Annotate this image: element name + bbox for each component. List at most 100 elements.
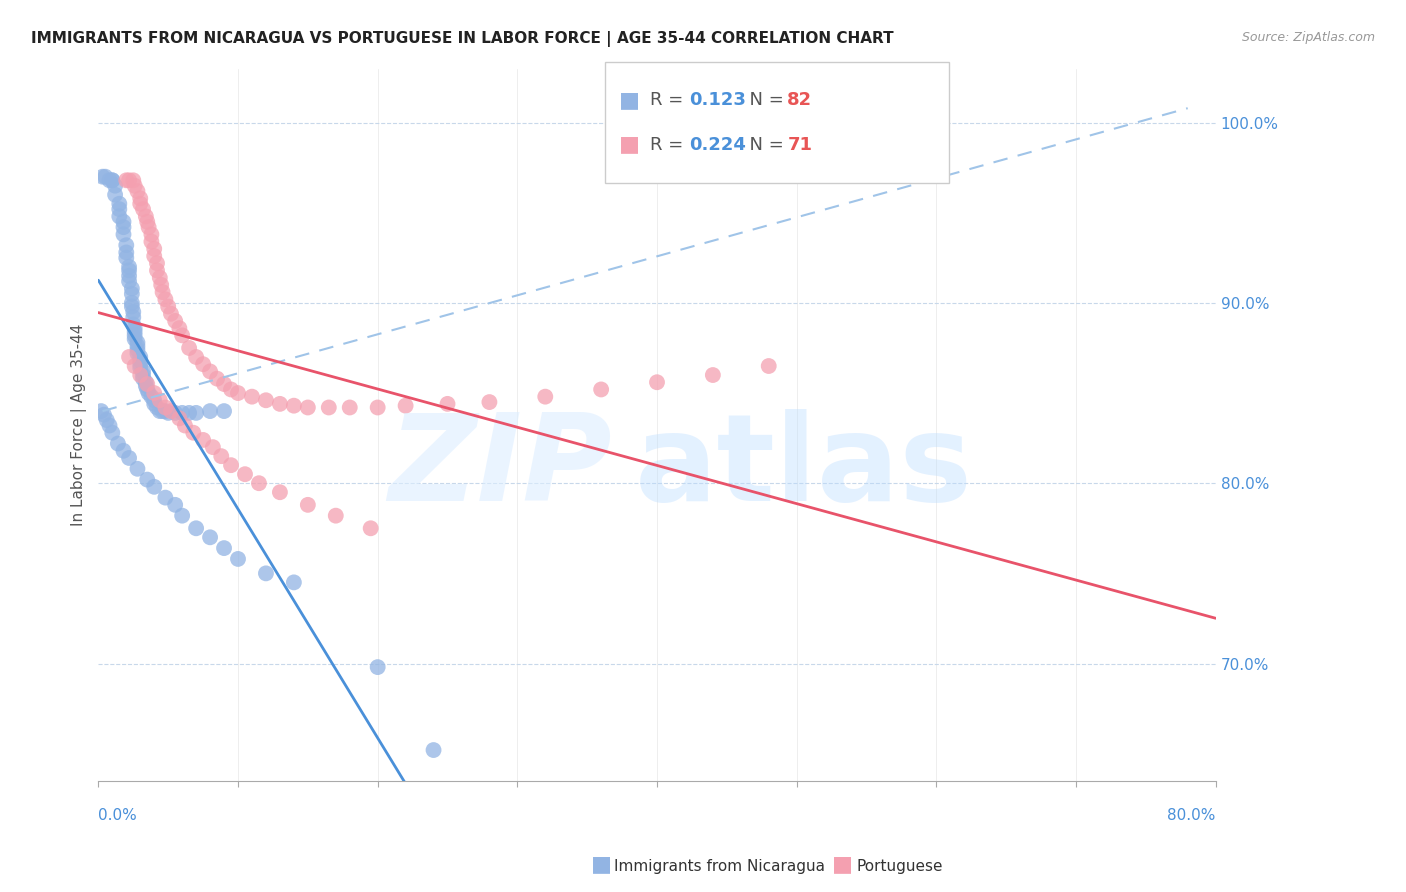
Point xyxy=(91,169,114,184)
Point xyxy=(98,173,121,187)
Point xyxy=(124,332,146,346)
Point xyxy=(118,350,141,364)
Point xyxy=(136,377,159,392)
Point xyxy=(165,498,187,512)
Point xyxy=(339,401,361,415)
Point xyxy=(297,401,319,415)
Point xyxy=(118,173,141,187)
Point xyxy=(136,215,159,229)
Point xyxy=(191,433,214,447)
Text: ■: ■ xyxy=(591,855,612,874)
Point xyxy=(146,263,169,277)
Point xyxy=(367,660,389,674)
Point xyxy=(160,404,183,418)
Point xyxy=(124,325,146,339)
Point xyxy=(226,386,249,401)
Point xyxy=(108,202,131,216)
Text: ■: ■ xyxy=(832,855,853,874)
Point xyxy=(108,210,131,224)
Point xyxy=(534,390,557,404)
Point xyxy=(169,321,191,335)
Point xyxy=(205,371,228,385)
Point xyxy=(201,440,224,454)
Text: 0.123: 0.123 xyxy=(689,91,745,109)
Point xyxy=(121,296,143,310)
Point xyxy=(124,178,146,193)
Point xyxy=(124,328,146,343)
Text: 82: 82 xyxy=(787,91,813,109)
Point xyxy=(115,173,138,187)
Point xyxy=(212,541,235,555)
Point xyxy=(184,406,207,420)
Text: 0.224: 0.224 xyxy=(689,136,745,153)
Point xyxy=(143,386,166,401)
Text: Source: ZipAtlas.com: Source: ZipAtlas.com xyxy=(1241,31,1375,45)
Point xyxy=(198,530,221,544)
Point xyxy=(165,314,187,328)
Point xyxy=(169,411,191,425)
Point xyxy=(129,196,152,211)
Y-axis label: In Labor Force | Age 35-44: In Labor Force | Age 35-44 xyxy=(72,324,87,525)
Point xyxy=(219,383,242,397)
Point xyxy=(436,397,458,411)
Point xyxy=(157,406,180,420)
Point xyxy=(191,357,214,371)
Point xyxy=(184,350,207,364)
Point xyxy=(174,418,197,433)
Point xyxy=(212,377,235,392)
Text: atlas: atlas xyxy=(634,409,973,526)
Point xyxy=(367,401,389,415)
Point xyxy=(179,406,201,420)
Point xyxy=(132,371,155,385)
Point xyxy=(179,341,201,355)
Point xyxy=(198,364,221,378)
Point xyxy=(115,245,138,260)
Point xyxy=(149,393,172,408)
Point xyxy=(118,268,141,283)
Point xyxy=(247,476,270,491)
Point xyxy=(146,401,169,415)
Point xyxy=(132,202,155,216)
Point xyxy=(155,293,177,307)
Point xyxy=(155,404,177,418)
Point xyxy=(124,321,146,335)
Point xyxy=(226,552,249,566)
Point xyxy=(121,286,143,301)
Point xyxy=(135,210,157,224)
Text: 0.0%: 0.0% xyxy=(98,808,138,823)
Text: IMMIGRANTS FROM NICARAGUA VS PORTUGUESE IN LABOR FORCE | AGE 35-44 CORRELATION C: IMMIGRANTS FROM NICARAGUA VS PORTUGUESE … xyxy=(31,31,894,47)
Point xyxy=(127,339,149,353)
Point xyxy=(172,328,194,343)
Text: 80.0%: 80.0% xyxy=(1167,808,1216,823)
Point xyxy=(146,256,169,270)
Point xyxy=(118,260,141,274)
Point xyxy=(165,406,187,420)
Point xyxy=(118,450,141,465)
Point xyxy=(325,508,347,523)
Text: ■: ■ xyxy=(619,90,640,110)
Point xyxy=(135,379,157,393)
Point xyxy=(360,521,382,535)
Point xyxy=(129,350,152,364)
Point xyxy=(112,227,135,242)
Point xyxy=(422,743,444,757)
Point xyxy=(645,376,668,390)
Point xyxy=(160,307,183,321)
Point xyxy=(172,508,194,523)
Point xyxy=(127,346,149,360)
Point xyxy=(143,393,166,408)
Point xyxy=(115,238,138,252)
Point xyxy=(702,368,724,382)
Point xyxy=(141,227,163,242)
Point xyxy=(219,458,242,473)
Point xyxy=(318,401,340,415)
Point xyxy=(129,360,152,375)
Point xyxy=(101,425,124,440)
Point xyxy=(112,443,135,458)
Point xyxy=(127,335,149,350)
Point xyxy=(104,178,127,193)
Text: N =: N = xyxy=(738,91,790,109)
Point xyxy=(94,169,117,184)
Text: Immigrants from Nicaragua: Immigrants from Nicaragua xyxy=(614,859,825,874)
Point xyxy=(141,390,163,404)
